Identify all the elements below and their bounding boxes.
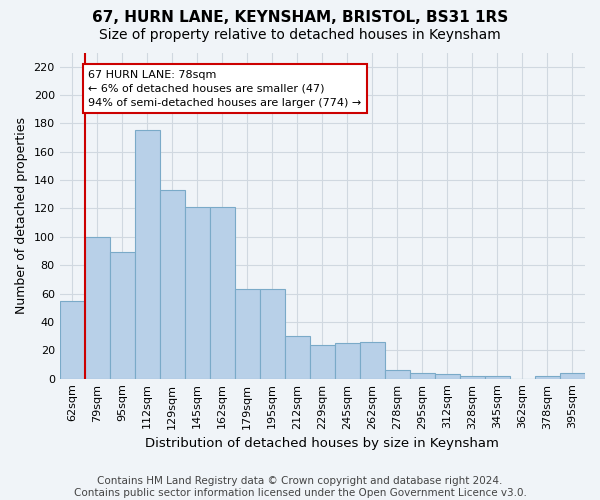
Bar [210,207,235,378]
Bar [460,376,485,378]
Bar [335,343,360,378]
Bar [185,207,210,378]
Text: Contains HM Land Registry data © Crown copyright and database right 2024.
Contai: Contains HM Land Registry data © Crown c… [74,476,526,498]
Bar [285,336,310,378]
Bar [160,190,185,378]
Bar [360,342,385,378]
Text: 67, HURN LANE, KEYNSHAM, BRISTOL, BS31 1RS: 67, HURN LANE, KEYNSHAM, BRISTOL, BS31 1… [92,10,508,25]
Bar [385,370,410,378]
Bar [235,290,260,378]
Bar [485,376,510,378]
Bar [435,374,460,378]
Bar [59,300,85,378]
Bar [85,237,110,378]
Bar [310,344,335,378]
Bar [135,130,160,378]
Bar [560,373,585,378]
Bar [535,376,560,378]
Text: 67 HURN LANE: 78sqm
← 6% of detached houses are smaller (47)
94% of semi-detache: 67 HURN LANE: 78sqm ← 6% of detached hou… [88,70,362,108]
Y-axis label: Number of detached properties: Number of detached properties [15,117,28,314]
Text: Size of property relative to detached houses in Keynsham: Size of property relative to detached ho… [99,28,501,42]
Bar [110,252,135,378]
Bar [260,290,285,378]
Bar [410,373,435,378]
X-axis label: Distribution of detached houses by size in Keynsham: Distribution of detached houses by size … [145,437,499,450]
